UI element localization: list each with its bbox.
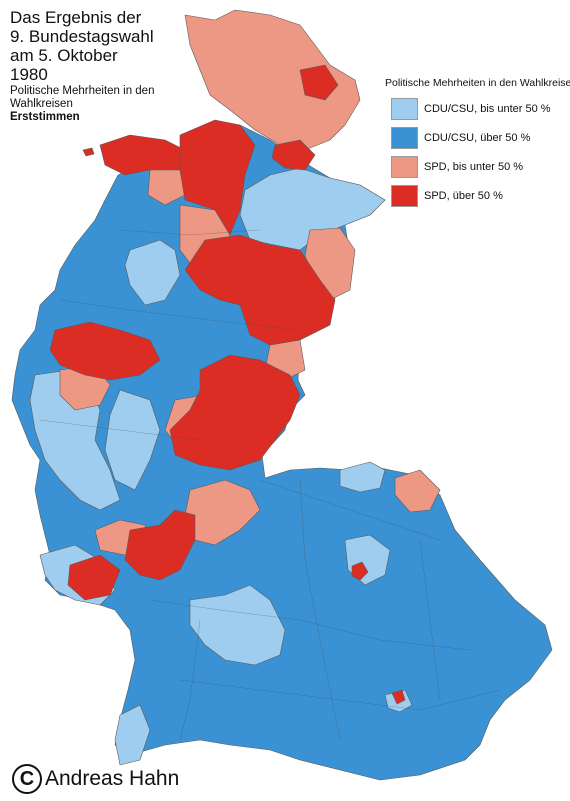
- copyright-icon: C: [12, 764, 42, 794]
- title-line-1: Das Ergebnis der: [10, 8, 142, 27]
- legend-swatch-cdu-under: [391, 97, 418, 120]
- region-spd-over-rhine-main: [124, 509, 196, 581]
- legend-item-spd-under: SPD, bis unter 50 %: [385, 152, 570, 181]
- legend-label-spd-over: SPD, über 50 %: [424, 189, 503, 202]
- legend-label-cdu-over: CDU/CSU, über 50 %: [424, 131, 531, 144]
- legend-label-spd-under: SPD, bis unter 50 %: [424, 160, 524, 173]
- credit-author: Andreas Hahn: [45, 767, 180, 790]
- region-spd-over-lowersaxony: [179, 119, 256, 236]
- region-spd-over-munich-city: [391, 689, 406, 705]
- region-spd-over-hannover: [184, 234, 336, 346]
- legend-item-cdu-under: CDU/CSU, bis unter 50 %: [385, 94, 570, 123]
- title-line-3: am 5. Oktober: [10, 46, 118, 65]
- region-spd-over-ruhr: [49, 321, 161, 381]
- region-spd-over-hamburg: [271, 139, 316, 171]
- region-spd-under-franconia-n: [394, 469, 441, 513]
- copyright-credit: C Andreas Hahn: [12, 764, 179, 794]
- map-subtitle-bold: Erststimmen: [10, 111, 80, 123]
- legend-heading: Politische Mehrheiten in den Wahlkreisen: [385, 77, 570, 89]
- title-line-4: 1980: [10, 65, 48, 84]
- legend-item-cdu-over: CDU/CSU, über 50 %: [385, 123, 570, 152]
- region-spd-over-kassel: [169, 354, 301, 471]
- region-cdu-under-westphalia: [124, 239, 181, 306]
- region-spd-over-saar: [67, 554, 121, 601]
- region-spd-over-kiel: [299, 64, 339, 101]
- legend-item-spd-over: SPD, über 50 %: [385, 181, 570, 210]
- legend-label-cdu-under: CDU/CSU, bis unter 50 %: [424, 102, 551, 115]
- legend-swatch-cdu-over: [391, 126, 418, 149]
- region-spd-over-nuremberg-city: [351, 561, 369, 581]
- legend: Politische Mehrheiten in den Wahlkreisen…: [385, 77, 570, 210]
- region-cdu-under-hesse-west: [104, 389, 161, 491]
- region-cdu-under-franconia: [339, 461, 386, 493]
- legend-swatch-spd-under: [391, 155, 418, 178]
- map-subtitle: Politische Mehrheiten in den Wahlkreisen: [10, 85, 155, 110]
- map-title: Das Ergebnis der 9. Bundestagswahl am 5.…: [10, 8, 180, 84]
- region-cdu-under-bw-center: [189, 584, 286, 666]
- region-spd-over-coast-small: [82, 147, 95, 157]
- title-line-2: 9. Bundestagswahl: [10, 27, 154, 46]
- region-spd-over-bremen-coast: [99, 134, 186, 176]
- region-cdu-under-bavaria-sw: [114, 704, 151, 766]
- region-spd-under-schleswig: [184, 9, 361, 151]
- legend-swatch-spd-over: [391, 184, 418, 207]
